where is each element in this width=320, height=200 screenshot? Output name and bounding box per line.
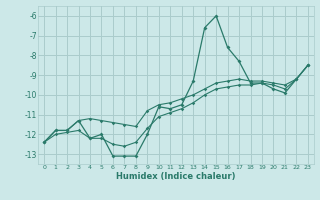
X-axis label: Humidex (Indice chaleur): Humidex (Indice chaleur) [116, 172, 236, 181]
